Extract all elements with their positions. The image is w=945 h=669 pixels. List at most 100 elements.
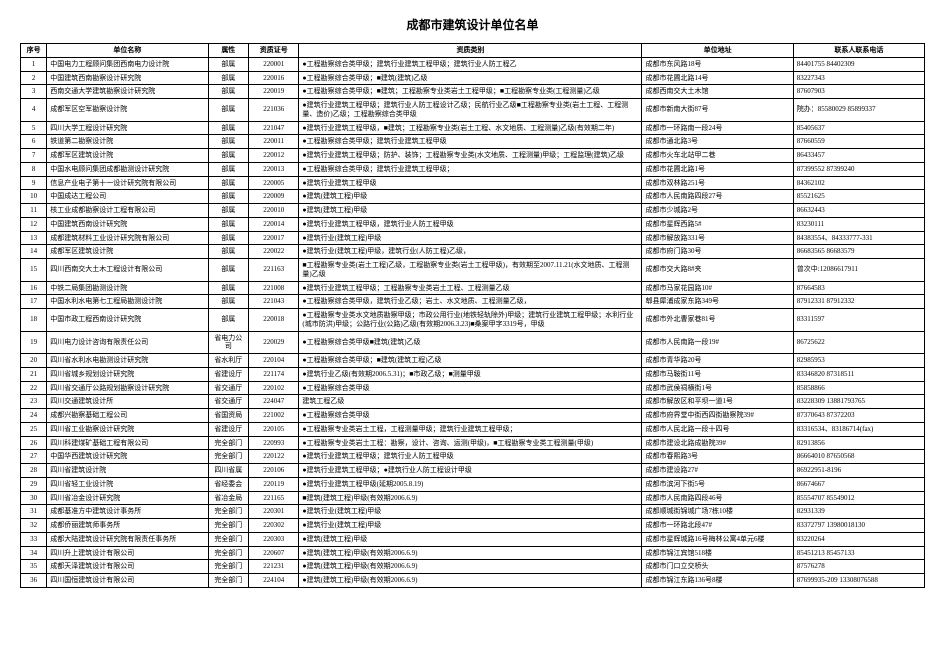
cell-index: 16 (21, 281, 47, 295)
cell-address: 成都市门口立交桥头 (642, 560, 793, 574)
cell-attr: 部属 (208, 149, 248, 163)
cell-attr: 省建设厅 (208, 422, 248, 436)
cell-phone: 86664010 87650568 (793, 450, 924, 464)
cell-name: 成都军区建筑设计院 (47, 149, 208, 163)
cell-phone: 85554707 85549012 (793, 491, 924, 505)
cell-index: 7 (21, 149, 47, 163)
cell-address: 成都市星辉西路5# (642, 217, 793, 231)
cell-attr: 部属 (208, 176, 248, 190)
cell-phone: 87664583 (793, 281, 924, 295)
cell-category: ●工程勘察综合类甲级 (299, 409, 642, 423)
cell-attr: 省水利厅 (208, 354, 248, 368)
cell-index: 18 (21, 309, 47, 332)
cell-index: 2 (21, 71, 47, 85)
table-row: 25四川省工业勘察设计研究院省建设厅220105●工程勘察专业类岩土工程，工程测… (21, 422, 925, 436)
cell-cert: 220014 (248, 217, 298, 231)
cell-cert: 224104 (248, 574, 298, 588)
cell-phone: 院办：85580029 85899337 (793, 99, 924, 122)
cell-name: 四川省交通厅公路规划勘察设计研究院 (47, 381, 208, 395)
cell-name: 四川国恒建筑设计有限公司 (47, 574, 208, 588)
cell-phone: 83230111 (793, 217, 924, 231)
cell-name: 成都军区空军勘察设计院 (47, 99, 208, 122)
cell-cert: 220102 (248, 381, 298, 395)
cell-category: ●工程勘察专业类水文地质勘察甲级；市政公用行业(地铁轻轨除外)甲级；建筑行业建筑… (299, 309, 642, 332)
cell-attr: 省国资局 (208, 409, 248, 423)
cell-category: ●建筑行业建筑工程甲级，建筑行业人防工程甲级 (299, 217, 642, 231)
cell-category: ●工程勘察专业类岩土工程：勘察，设计、咨询、运测(甲级)，■工程勘察专业类工程测… (299, 436, 642, 450)
cell-phone: 85521625 (793, 190, 924, 204)
cell-category: ●建筑行业建筑工程甲级(延期2005.8.19) (299, 477, 642, 491)
cell-name: 四川省冶金设计研究院 (47, 491, 208, 505)
table-row: 28四川省建筑设计院四川省属220106●建筑行业建筑工程甲级；●建筑行业人防工… (21, 464, 925, 478)
cell-phone: 82913856 (793, 436, 924, 450)
table-row: 14成都军区建筑设计院部属220022●建筑行业(建筑工程)甲级，建筑行业(人防… (21, 245, 925, 259)
table-row: 5四川大学工程设计研究院部属221047●建筑行业建筑工程甲级，■建筑；工程勘察… (21, 121, 925, 135)
cell-name: 中国水利水电第七工程局勘测设计院 (47, 295, 208, 309)
cell-index: 8 (21, 162, 47, 176)
table-row: 35成都天泽建筑设计有限公司完全部门221231●建筑(建筑工程)甲级(有效期2… (21, 560, 925, 574)
cell-attr: 省冶金局 (208, 491, 248, 505)
table-row: 4成都军区空军勘察设计院部属221036●建筑行业建筑工程甲级；建筑行业人防工程… (21, 99, 925, 122)
cell-category: ●工程勘察综合类甲级；建筑行业建筑工程甲级； (299, 162, 642, 176)
cell-category: ●工程勘察综合类甲级；建筑行业建筑工程甲级；建筑行业人防工程乙 (299, 57, 642, 71)
cell-cert: 220607 (248, 546, 298, 560)
cell-address: 成都市人民南路一段19# (642, 331, 793, 354)
cell-category: ■建筑(建筑工程)甲级(有效期2006.6.9) (299, 491, 642, 505)
cell-phone: 83311597 (793, 309, 924, 332)
cell-cert: 220013 (248, 162, 298, 176)
cell-category: ●建筑行业(建筑工程)甲级 (299, 505, 642, 519)
cell-cert: 220301 (248, 505, 298, 519)
cell-phone: 87660559 (793, 135, 924, 149)
cell-category: ●建筑行业(建筑工程)甲级 (299, 519, 642, 533)
table-body: 1中国电力工程顾问集团西南电力设计院部属220001●工程勘察综合类甲级；建筑行… (21, 57, 925, 587)
cell-index: 29 (21, 477, 47, 491)
cell-cert: 220017 (248, 231, 298, 245)
cell-cert: 220119 (248, 477, 298, 491)
cell-cert: 221231 (248, 560, 298, 574)
page-title: 成都市建筑设计单位名单 (20, 16, 925, 33)
cell-index: 26 (21, 436, 47, 450)
cell-name: 西南交通大学建筑勘察设计研究院 (47, 85, 208, 99)
table-row: 6铁道第二勘察设计院部属220011●工程勘察综合类甲级；建筑行业建筑工程甲级成… (21, 135, 925, 149)
cell-cert: 220993 (248, 436, 298, 450)
cell-name: 成都侨丽建筑师事务所 (47, 519, 208, 533)
cell-address: 成都市新南大街87号 (642, 99, 793, 122)
cell-attr: 部属 (208, 281, 248, 295)
cell-phone: 82985953 (793, 354, 924, 368)
cell-index: 19 (21, 331, 47, 354)
cell-address: 成都市马家花园路10# (642, 281, 793, 295)
cell-index: 15 (21, 259, 47, 282)
col-header-category: 资质类别 (299, 44, 642, 58)
cell-index: 32 (21, 519, 47, 533)
cell-attr: 部属 (208, 71, 248, 85)
cell-cert: 220105 (248, 422, 298, 436)
cell-name: 中国市政工程西南设计研究院 (47, 309, 208, 332)
cell-cert: 221165 (248, 491, 298, 505)
table-row: 15四川西南交大土木工程设计有限公司部属221163■工程勘察专业类(岩土工程)… (21, 259, 925, 282)
cell-cert: 221002 (248, 409, 298, 423)
cell-attr: 完全部门 (208, 436, 248, 450)
cell-phone: 曾次中:12086617911 (793, 259, 924, 282)
cell-name: 四川西南交大土木工程设计有限公司 (47, 259, 208, 282)
cell-phone: 86674667 (793, 477, 924, 491)
cell-name: 中国成达工程公司 (47, 190, 208, 204)
cell-attr: 省电力公司 (208, 331, 248, 354)
cell-name: 成都基准方中建筑设计事务所 (47, 505, 208, 519)
cell-category: ●建筑行业建筑工程甲级，■建筑；工程勘察专业类(岩土工程、水文地质、工程测量)乙… (299, 121, 642, 135)
cell-index: 9 (21, 176, 47, 190)
cell-phone: 87399552 87399240 (793, 162, 924, 176)
cell-cert: 221043 (248, 295, 298, 309)
cell-category: ●建筑行业(建筑工程)甲级，建筑行业(人防工程)乙级， (299, 245, 642, 259)
cell-name: 成都建筑材料工业设计研究院有限公司 (47, 231, 208, 245)
cell-address: 成都市解放路331号 (642, 231, 793, 245)
cell-cert: 220011 (248, 135, 298, 149)
table-row: 11核工业成都勘察设计工程有限公司部属220010●建筑(建筑工程)甲级成都市少… (21, 204, 925, 218)
cell-attr: 完全部门 (208, 546, 248, 560)
cell-phone: 84401755 84402309 (793, 57, 924, 71)
cell-index: 31 (21, 505, 47, 519)
cell-address: 成都市少城路2号 (642, 204, 793, 218)
cell-address: 成都市滨河下街5号 (642, 477, 793, 491)
cell-address: 成都市通北路3号 (642, 135, 793, 149)
cell-index: 17 (21, 295, 47, 309)
cell-name: 四川省工业勘察设计研究院 (47, 422, 208, 436)
